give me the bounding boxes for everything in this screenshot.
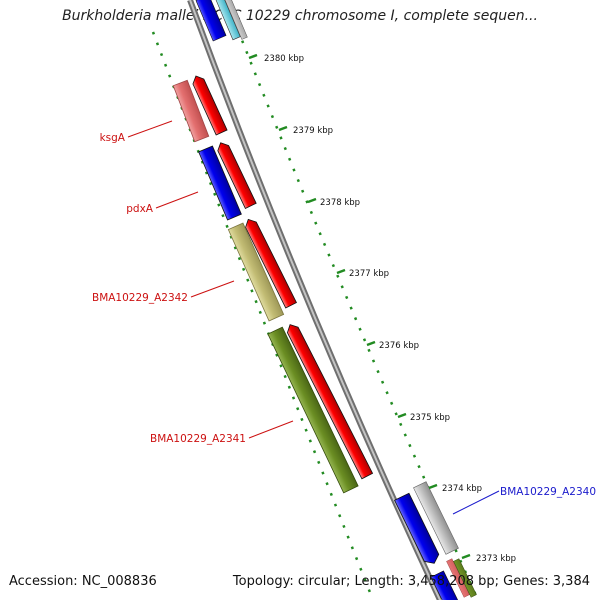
gene-top-partial [195, 0, 248, 42]
label-BMA10229_A2341[interactable]: BMA10229_A2341 [150, 433, 246, 445]
backbone [187, 0, 443, 600]
leader-ksgA [127, 120, 173, 138]
gene-gray-bottom [413, 481, 459, 555]
ruler-label-2378: 2378 kbp [320, 198, 360, 208]
gene-ksgA[interactable] [172, 79, 210, 143]
ruler-label-2374: 2374 kbp [442, 484, 482, 494]
cds-forward-1 [192, 75, 228, 136]
ruler-label-2377: 2377 kbp [349, 269, 389, 279]
ruler-tick-2373 [461, 553, 471, 560]
ruler-tick-2374 [428, 483, 438, 490]
genome-stats-text: Topology: circular; Length: 3,458,208 bp… [232, 574, 590, 589]
gene-labels: ksgA pdxA BMA10229_A2342 BMA10229_A2341 … [92, 132, 596, 498]
leader-pdxA [155, 191, 199, 209]
cds-forward-2 [217, 142, 257, 209]
ruler-label-2375: 2375 kbp [410, 413, 450, 423]
label-leaders [127, 120, 500, 515]
label-ksgA[interactable]: ksgA [100, 132, 126, 144]
leader-BMA10229_A2340 [452, 490, 500, 515]
cds-forward-4 [286, 324, 374, 480]
gene-pdxA[interactable] [198, 145, 242, 221]
ruler-label-2376: 2376 kbp [379, 341, 419, 351]
label-BMA10229_A2340[interactable]: BMA10229_A2340 [500, 486, 596, 498]
gene-BMA10229_A2342[interactable] [227, 222, 285, 322]
ruler-label-2380: 2380 kbp [264, 54, 304, 64]
inner-ruler [151, 31, 375, 600]
map-title: Burkholderia mallei NCTC 10229 chromosom… [62, 8, 538, 24]
ruler-ticks [248, 53, 471, 560]
ruler-tick-2375 [397, 412, 407, 419]
ruler-labels: 2380 kbp 2379 kbp 2378 kbp 2377 kbp 2376… [264, 54, 516, 564]
gene-BMA10229_A2340[interactable] [394, 492, 442, 567]
leader-BMA10229_A2341 [248, 420, 294, 439]
gene-BMA10229_A2341[interactable] [267, 326, 359, 494]
ruler-tick-2379 [278, 125, 288, 132]
ruler-tick-2376 [366, 340, 376, 347]
ruler-tick-2377 [336, 268, 346, 275]
label-pdxA[interactable]: pdxA [126, 203, 154, 215]
cds-forward-3 [245, 218, 297, 309]
ruler-label-2373: 2373 kbp [476, 554, 516, 564]
accession-text: Accession: NC_008836 [9, 574, 157, 589]
gene-bottom-partials [430, 558, 477, 600]
leader-BMA10229_A2342 [190, 280, 235, 298]
ruler-tick-2380 [248, 53, 258, 60]
label-BMA10229_A2342[interactable]: BMA10229_A2342 [92, 292, 188, 304]
ruler-label-2379: 2379 kbp [293, 126, 333, 136]
ruler-tick-2378 [307, 197, 317, 204]
